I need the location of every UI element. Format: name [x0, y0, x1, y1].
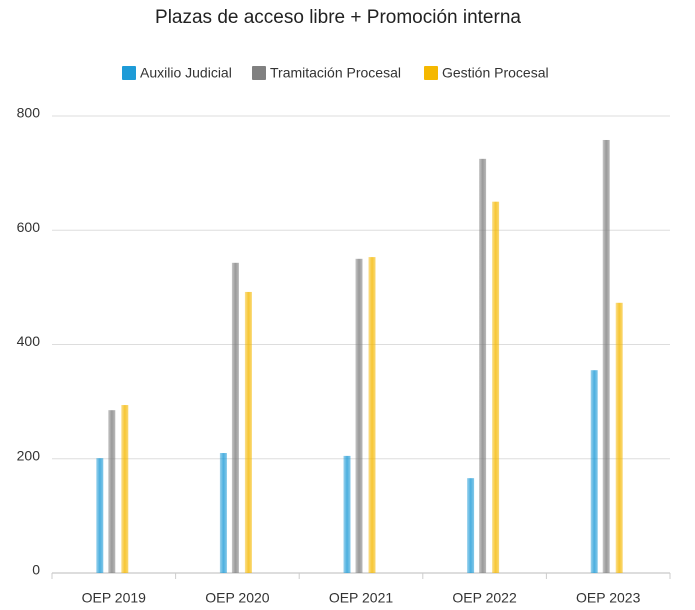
bar — [231, 262, 239, 573]
chart-title: Plazas de acceso libre + Promoción inter… — [155, 7, 521, 28]
bar — [479, 158, 487, 573]
x-tick-label: OEP 2019 — [82, 590, 147, 606]
bar — [590, 370, 598, 573]
x-tick-label: OEP 2022 — [452, 590, 517, 606]
y-tick-label: 0 — [32, 562, 40, 578]
bar — [492, 201, 500, 573]
y-tick-label: 800 — [17, 105, 41, 121]
legend-label: Auxilio Judicial — [140, 65, 232, 81]
legend-swatch — [252, 66, 266, 80]
y-tick-label: 200 — [17, 447, 41, 463]
y-tick-label: 400 — [17, 333, 41, 349]
bar — [108, 410, 116, 573]
legend-swatch — [424, 66, 438, 80]
x-tick-label: OEP 2023 — [576, 590, 641, 606]
bar — [615, 302, 623, 573]
bar — [355, 258, 363, 573]
bar — [343, 455, 351, 573]
legend-label: Gestión Procesal — [442, 65, 549, 81]
bar — [121, 405, 129, 573]
bar — [467, 478, 475, 573]
bar — [244, 291, 252, 573]
y-tick-label: 600 — [17, 219, 41, 235]
bar — [219, 453, 227, 573]
x-tick-label: OEP 2020 — [205, 590, 270, 606]
bar — [96, 458, 104, 573]
bar — [602, 139, 610, 573]
x-tick-label: OEP 2021 — [329, 590, 394, 606]
legend-label: Tramitación Procesal — [270, 65, 401, 81]
legend-swatch — [122, 66, 136, 80]
bar — [368, 257, 376, 573]
